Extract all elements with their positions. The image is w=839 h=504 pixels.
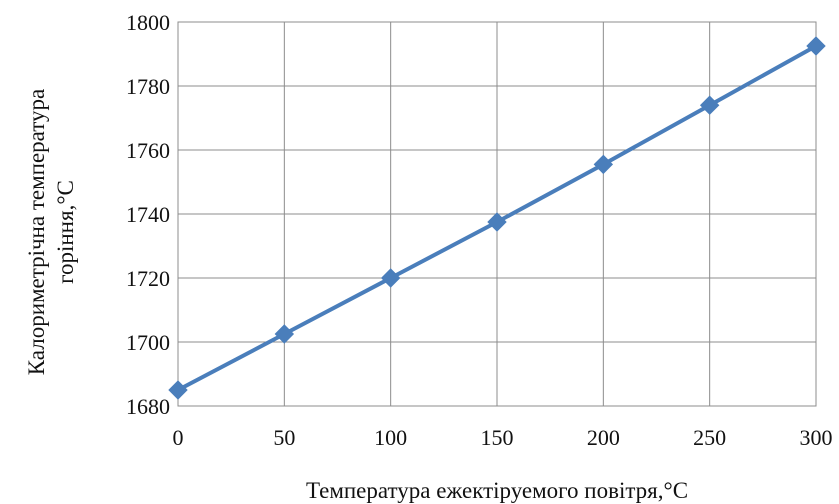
data-point-marker	[699, 95, 720, 115]
data-point-marker	[806, 36, 826, 56]
y-tick-label: 1720	[126, 266, 170, 291]
x-tick-label: 300	[800, 425, 833, 450]
y-axis: 1680 1700 1720 1740 1760 1780 1800	[126, 10, 170, 419]
data-point-marker	[168, 380, 188, 400]
x-axis: 0 50 100 150 200 250 300	[173, 425, 833, 450]
x-tick-label: 0	[173, 425, 184, 450]
x-axis-title: Температура ежектіруемого повітря,°С	[306, 478, 688, 503]
plot-area	[177, 21, 817, 407]
x-tick-label: 150	[481, 425, 514, 450]
y-tick-label: 1740	[126, 202, 170, 227]
data-point-marker	[487, 212, 507, 232]
y-tick-label: 1700	[126, 330, 170, 355]
data-point-marker	[274, 324, 295, 344]
y-tick-label: 1780	[126, 74, 170, 99]
y-tick-label: 1760	[126, 138, 170, 163]
x-tick-label: 100	[374, 425, 407, 450]
y-tick-label: 1680	[126, 394, 170, 419]
y-tick-label: 1800	[126, 10, 170, 35]
x-tick-label: 200	[587, 425, 620, 450]
y-axis-title-line-2: горіння,°С	[53, 180, 78, 284]
data-point-marker	[593, 154, 614, 175]
series-layer	[168, 36, 826, 400]
y-axis-title-line-1: Калориметрічна температура	[24, 89, 49, 375]
data-point-marker	[380, 268, 401, 288]
y-axis-title: Калориметрічна температура горіння,°С	[24, 89, 78, 375]
x-tick-label: 50	[273, 425, 295, 450]
x-tick-label: 250	[693, 425, 726, 450]
